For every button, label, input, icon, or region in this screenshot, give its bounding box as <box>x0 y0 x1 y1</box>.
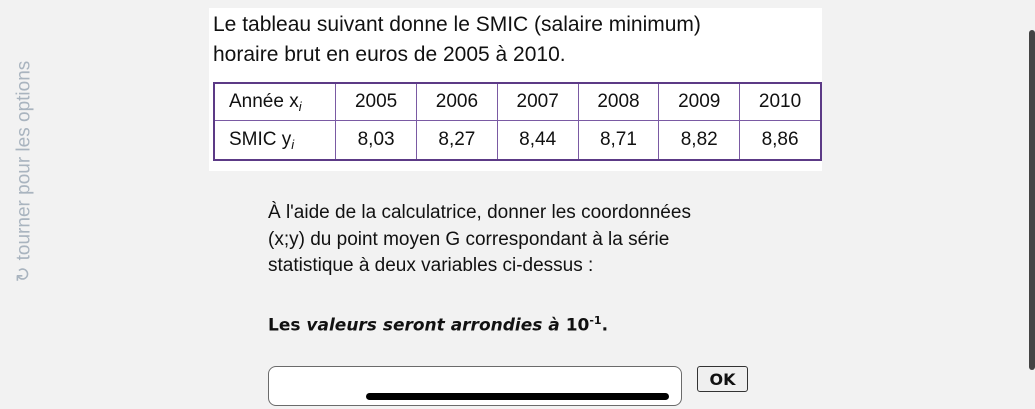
table-row: Année xi 2005 2006 2007 2008 2009 2010 <box>213 82 822 121</box>
ok-button[interactable]: OK <box>697 366 748 392</box>
year-cell: 2010 <box>739 82 822 121</box>
year-cell: 2009 <box>658 82 741 121</box>
rotate-icon: ↻ <box>13 265 35 282</box>
rounding-note: Les valeurs seront arrondies à 10-1. <box>268 314 609 336</box>
smic-table: Année xi 2005 2006 2007 2008 2009 2010 S… <box>213 82 822 161</box>
home-indicator[interactable] <box>366 393 669 400</box>
exercise-title: Le tableau suivant donne le SMIC (salair… <box>213 13 701 66</box>
row-header-year: Année xi <box>213 82 337 121</box>
smic-cell: 8,27 <box>416 120 498 161</box>
question-text: À l'aide de la calculatrice, donner les … <box>268 202 691 276</box>
table-row: SMIC yi 8,03 8,27 8,44 8,71 8,82 8,86 <box>213 120 822 161</box>
smic-cell: 8,03 <box>335 120 417 161</box>
exercise-image: Le tableau suivant donne le SMIC (salair… <box>209 8 822 171</box>
smic-cell: 8,71 <box>577 120 660 161</box>
year-cell: 2008 <box>577 82 660 121</box>
year-cell: 2007 <box>496 82 579 121</box>
answer-input[interactable] <box>268 366 682 406</box>
smic-cell: 8,44 <box>496 120 579 161</box>
rotate-hint-label: tourner pour les options <box>13 60 35 260</box>
rotate-hint[interactable]: ↻ tourner pour les options <box>2 40 46 302</box>
row-header-smic: SMIC yi <box>213 120 337 161</box>
smic-cell: 8,86 <box>739 120 822 161</box>
scrollbar[interactable] <box>1029 30 1035 370</box>
year-cell: 2006 <box>416 82 498 121</box>
year-cell: 2005 <box>335 82 417 121</box>
smic-cell: 8,82 <box>658 120 741 161</box>
